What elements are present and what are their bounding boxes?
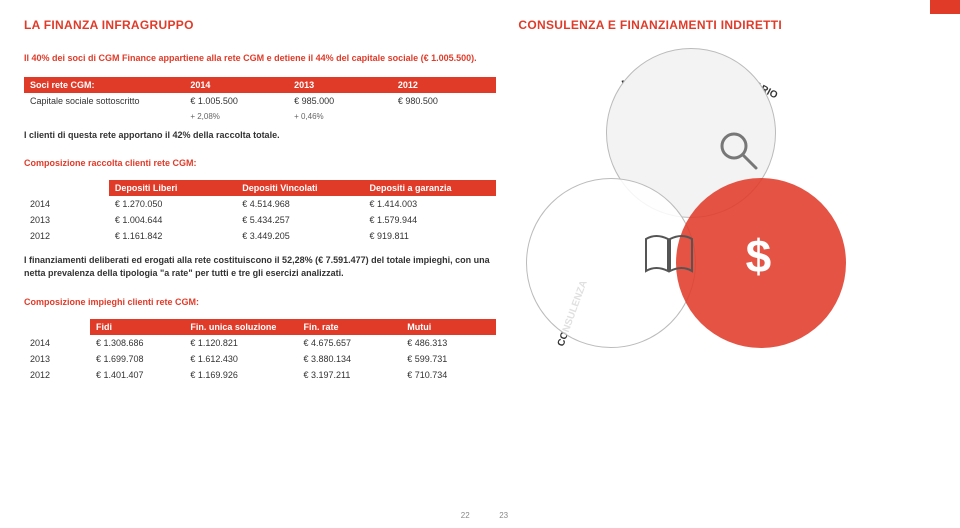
table-row: 2013€ 1.004.644€ 5.434.257€ 1.579.944: [24, 212, 496, 228]
table-raccolta: Depositi Liberi Depositi Vincolati Depos…: [24, 180, 496, 244]
accent-bar: [930, 0, 960, 14]
table-row: 2012€ 1.401.407€ 1.169.926€ 3.197.211€ 7…: [24, 367, 496, 383]
table-soci: Soci rete CGM: 2014 2013 2012 Capitale s…: [24, 77, 496, 124]
table-row: 2012€ 1.161.842€ 3.449.205€ 919.811: [24, 228, 496, 244]
paragraph-finanziamenti: I finanziamenti deliberati ed erogati al…: [24, 254, 496, 279]
th: Depositi Vincolati: [236, 180, 363, 196]
th: Depositi a garanzia: [364, 180, 496, 196]
th-2012: 2012: [392, 77, 496, 93]
cell: Capitale sociale sottoscritto: [24, 93, 184, 109]
section-title-2: Composizione raccolta clienti rete CGM:: [24, 158, 496, 168]
table-row: Fidi Fin. unica soluzione Fin. rate Mutu…: [24, 319, 496, 335]
table-impieghi: Fidi Fin. unica soluzione Fin. rate Mutu…: [24, 319, 496, 383]
table-row: 2013€ 1.699.708€ 1.612.430€ 3.880.134€ 5…: [24, 351, 496, 367]
magnifier-icon: [716, 128, 760, 172]
body-line-1: I clienti di questa rete apportano il 42…: [24, 130, 496, 140]
cell: € 985.000: [288, 93, 392, 109]
table-row: 2014€ 1.270.050€ 4.514.968€ 1.414.003: [24, 196, 496, 212]
dollar-icon: $: [746, 233, 772, 279]
section-title-3: Composizione impieghi clienti rete CGM:: [24, 297, 496, 307]
th-label: Soci rete CGM:: [24, 77, 184, 93]
th: Depositi Liberi: [109, 180, 236, 196]
table-row: Capitale sociale sottoscritto € 1.005.50…: [24, 93, 496, 109]
page-number-left: 22: [461, 511, 470, 520]
cell: + 2,08%: [184, 109, 288, 124]
th-2014: 2014: [184, 77, 288, 93]
header-left: LA FINANZA INFRAGRUPPO: [24, 18, 496, 32]
page-number-right: 23: [499, 511, 508, 520]
cell: € 980.500: [392, 93, 496, 109]
venn-diagram: MONITORAGGIO FINANZIARIO CONSULENZA FINA…: [546, 48, 836, 378]
cell: € 1.005.500: [184, 93, 288, 109]
intro-text: Il 40% dei soci di CGM Finance appartien…: [24, 52, 496, 65]
table-row: 2014€ 1.308.686€ 1.120.821€ 4.675.657€ 4…: [24, 335, 496, 351]
table-row: Soci rete CGM: 2014 2013 2012: [24, 77, 496, 93]
book-icon: [644, 233, 694, 275]
cell: + 0,46%: [288, 109, 392, 124]
table-row: + 2,08% + 0,46%: [24, 109, 496, 124]
th-2013: 2013: [288, 77, 392, 93]
table-row: Depositi Liberi Depositi Vincolati Depos…: [24, 180, 496, 196]
